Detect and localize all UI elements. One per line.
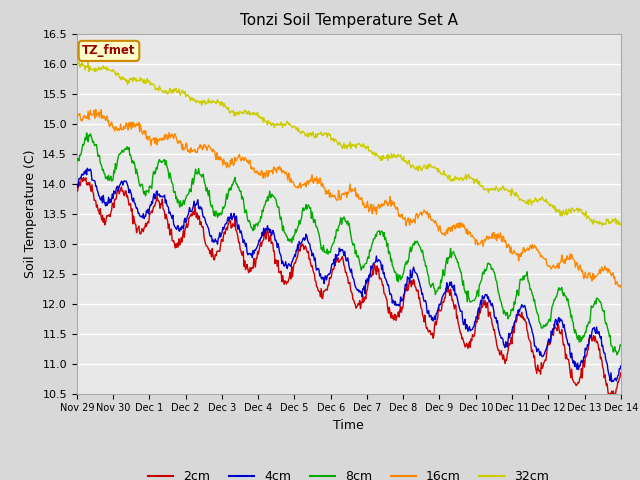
Y-axis label: Soil Temperature (C): Soil Temperature (C)	[24, 149, 36, 278]
Legend: 2cm, 4cm, 8cm, 16cm, 32cm: 2cm, 4cm, 8cm, 16cm, 32cm	[143, 465, 554, 480]
Title: Tonzi Soil Temperature Set A: Tonzi Soil Temperature Set A	[240, 13, 458, 28]
X-axis label: Time: Time	[333, 419, 364, 432]
Text: TZ_fmet: TZ_fmet	[82, 44, 136, 58]
